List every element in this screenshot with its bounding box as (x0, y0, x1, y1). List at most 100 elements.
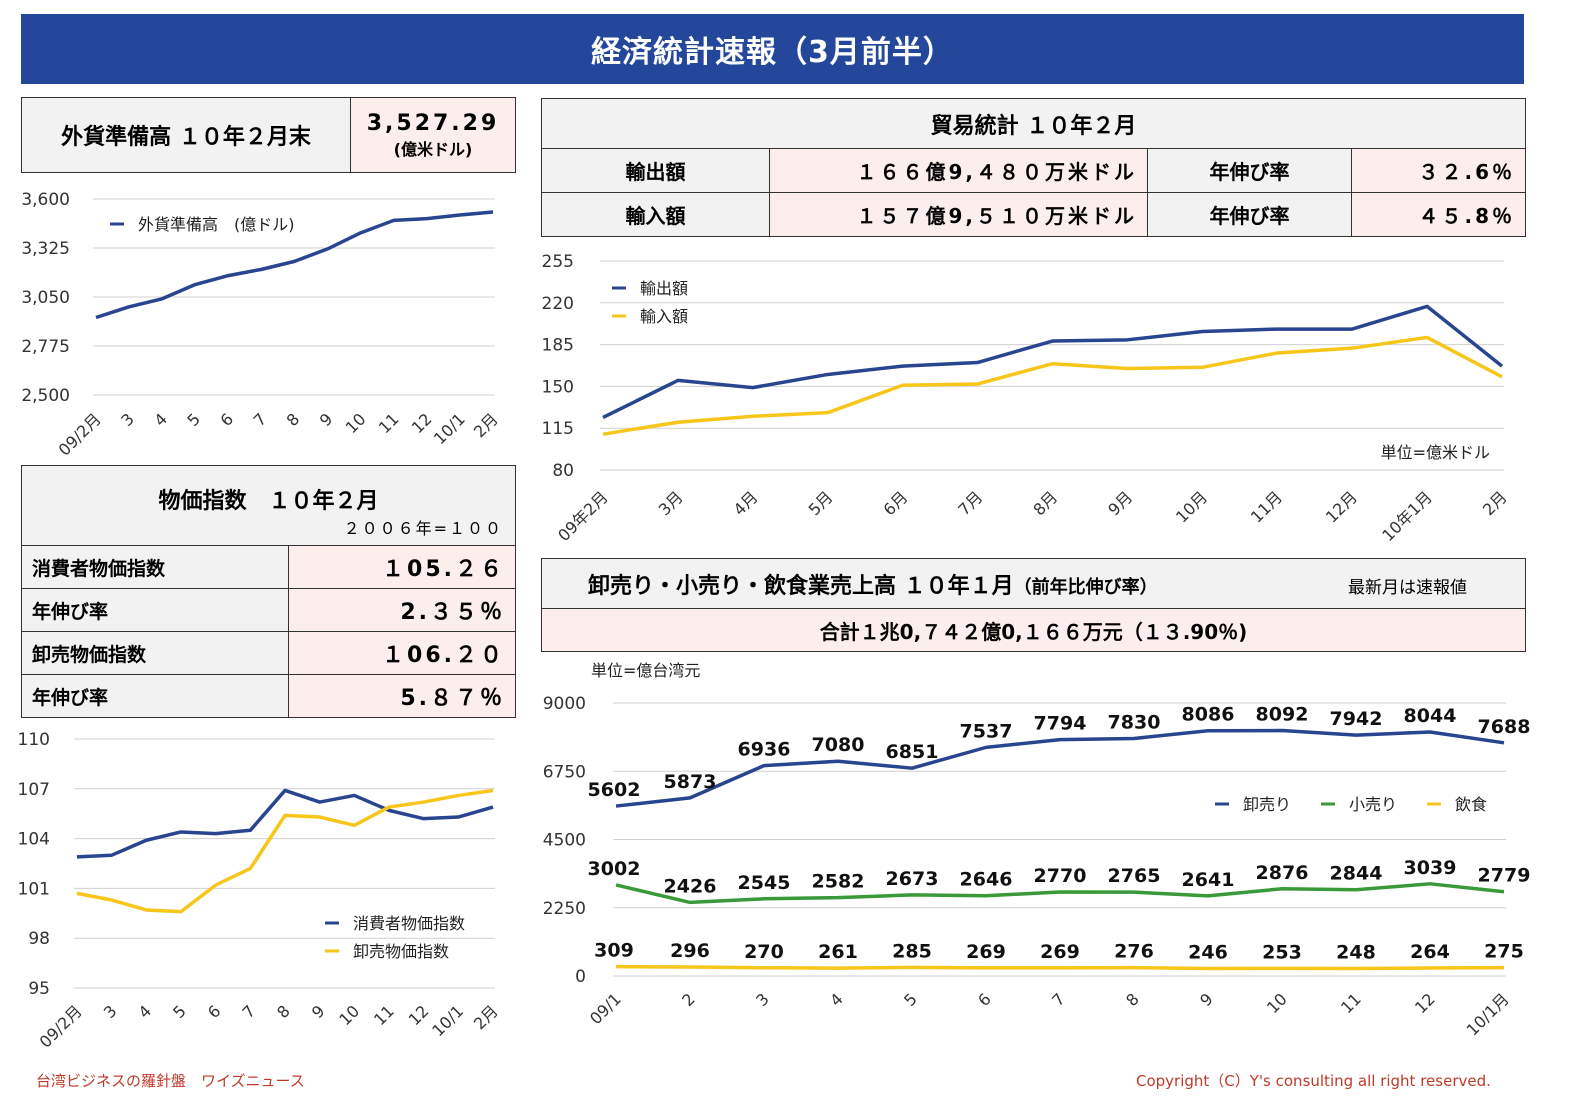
import-growth-label: 年伸び率 (1147, 192, 1352, 237)
footer-right: Copyright（C）Y's consulting all right res… (1136, 1072, 1491, 1090)
sales-x-tick-label: 10 (1263, 989, 1291, 1017)
price-legend-label: 消費者物価指数 (353, 914, 465, 933)
trade-x-tick-label: 5月 (805, 487, 837, 519)
sales-legend-label: 小売り (1349, 795, 1397, 814)
sales-note: 最新月は速報値 (1348, 578, 1467, 598)
fx-x-tick-label: 11 (375, 409, 403, 437)
trade-series-line-2 (602, 335, 1503, 436)
sales-data-label: 2646 (960, 869, 1013, 891)
wpi-growth: 5.８７％ (288, 674, 516, 718)
sales-data-label: 2641 (1182, 869, 1235, 891)
price-series-line-2 (76, 788, 494, 914)
sales-data-label: 7080 (812, 734, 865, 756)
sales-x-tick-label: 2 (678, 989, 699, 1010)
sales-data-label: 7942 (1330, 708, 1383, 730)
sales-data-label: 275 (1484, 941, 1524, 963)
export-label: 輸出額 (541, 148, 770, 193)
export-growth-label: 年伸び率 (1147, 148, 1352, 193)
fx-x-tick-label: 8 (283, 409, 304, 430)
sales-data-label: 2426 (664, 875, 717, 897)
sales-data-label: 6936 (738, 739, 791, 761)
fx-x-tick-label: 6 (217, 409, 238, 430)
fx-x-tick-label: 4 (150, 409, 171, 430)
sales-y-tick-label: 9000 (543, 694, 586, 714)
trade-x-tick-label: 4月 (730, 487, 762, 519)
sales-data-label: 3039 (1404, 857, 1457, 879)
fx-x-tick-label: 5 (183, 409, 204, 430)
sales-data-label: 2582 (812, 871, 865, 893)
sales-data-label: 8044 (1404, 705, 1457, 727)
sales-data-label: 6851 (886, 741, 939, 763)
sales-data-label: 248 (1336, 941, 1376, 963)
sales-data-label: 2770 (1034, 865, 1087, 887)
sales-data-label: 246 (1188, 942, 1228, 964)
export-value: １６６億9,４８０万米ドル (769, 148, 1148, 193)
fx-reserve-value: 3,527.29 (366, 110, 500, 136)
price-y-tick-label: 104 (18, 830, 50, 850)
trade-x-tick-label: 10年1月 (1378, 487, 1436, 545)
sales-data-label: 2545 (738, 872, 791, 894)
sales-data-label: 8086 (1182, 704, 1235, 726)
sales-x-tick-label: 3 (752, 989, 773, 1010)
sales-x-tick-label: 4 (826, 989, 847, 1010)
price-y-tick-label: 101 (18, 879, 50, 899)
price-x-tick-label: 7 (239, 1001, 260, 1022)
sales-x-tick-label: 12 (1411, 989, 1439, 1017)
trade-y-tick-label: 115 (542, 419, 574, 439)
trade-x-tick-label: 11月 (1247, 487, 1286, 526)
fx-reserve-unit: (億米ドル) (393, 139, 473, 159)
fx-x-tick-label: 10 (342, 409, 370, 437)
sales-data-label: 309 (594, 940, 634, 962)
trade-x-tick-label: 7月 (954, 487, 986, 519)
page-title: 経済統計速報（3月前半） (21, 14, 1524, 84)
fx-y-tick-label: 3,600 (21, 190, 70, 210)
fx-y-tick-label: 2,775 (21, 337, 70, 357)
sales-data-label: 2673 (886, 868, 939, 890)
price-x-tick-label: 10 (335, 1001, 363, 1029)
sales-y-tick-label: 2250 (543, 899, 586, 919)
trade-legend-label: 輸出額 (640, 279, 688, 298)
trade-legend-label: 輸入額 (640, 307, 688, 326)
fx-reserve-label: 外貨準備高 １０年２月末 (21, 97, 351, 173)
price-index-box: 物価指数 １０年２月 ２００６年=１００ 消費者物価指数 １05.２６ 年伸び率… (21, 465, 516, 718)
trade-x-tick-label: 3月 (655, 487, 687, 519)
fx-x-tick-label: 7 (250, 409, 271, 430)
trade-x-tick-label: 9月 (1104, 487, 1136, 519)
price-x-tick-label: 12 (405, 1001, 433, 1029)
trade-y-tick-label: 80 (552, 461, 574, 481)
sales-x-tick-label: 11 (1337, 989, 1365, 1017)
fx-x-tick-label: 9 (316, 409, 337, 430)
trade-y-tick-label: 185 (542, 336, 574, 356)
fx-legend-label: 外貨準備高 (億ドル) (138, 215, 295, 234)
trade-x-tick-label: 10月 (1172, 487, 1211, 526)
trade-y-tick-label: 255 (542, 252, 574, 272)
sales-title-note: （前年比伸び率） (1013, 576, 1158, 598)
fx-y-tick-label: 2,500 (21, 386, 70, 406)
price-base: ２００６年=１００ (343, 519, 503, 538)
sales-data-label: 7794 (1034, 713, 1087, 735)
sales-x-tick-label: 09/1 (586, 989, 625, 1028)
price-y-tick-label: 95 (28, 979, 50, 999)
sales-y-tick-label: 0 (575, 967, 586, 987)
price-x-tick-label: 2月 (470, 1001, 502, 1033)
sales-legend-label: 卸売り (1243, 795, 1291, 814)
sales-series-line-3 (615, 964, 1505, 971)
sales-data-label: 5602 (588, 779, 641, 801)
price-y-tick-label: 98 (28, 929, 50, 949)
sales-series-line-1 (615, 728, 1505, 808)
sales-data-label: 7830 (1108, 711, 1161, 733)
trade-x-tick-label: 2月 (1479, 487, 1511, 519)
trade-y-tick-label: 220 (542, 294, 574, 314)
fx-x-tick-label: 3 (117, 409, 138, 430)
fx-x-tick-label: 2月 (470, 409, 502, 441)
sales-unit-label: 単位=億台湾元 (591, 661, 700, 680)
wpi-growth-label: 年伸び率 (21, 674, 289, 718)
import-value: １５７億9,５１０万米ドル (769, 192, 1148, 237)
sales-data-label: 5873 (664, 771, 717, 793)
sales-data-label: 8092 (1256, 704, 1309, 726)
sales-data-label: 269 (1040, 941, 1080, 963)
sales-y-tick-label: 4500 (543, 831, 586, 851)
fx-series-line-1 (95, 210, 494, 320)
price-title: 物価指数 １０年２月 (158, 488, 379, 514)
